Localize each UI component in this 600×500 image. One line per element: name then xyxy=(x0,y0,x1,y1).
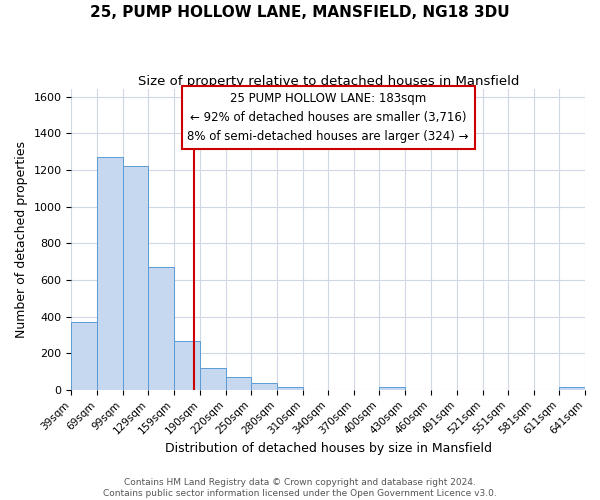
Text: Contains HM Land Registry data © Crown copyright and database right 2024.
Contai: Contains HM Land Registry data © Crown c… xyxy=(103,478,497,498)
Bar xyxy=(200,368,226,390)
Bar xyxy=(559,387,585,390)
Text: 25, PUMP HOLLOW LANE, MANSFIELD, NG18 3DU: 25, PUMP HOLLOW LANE, MANSFIELD, NG18 3D… xyxy=(90,5,510,20)
Bar xyxy=(174,342,200,390)
Bar xyxy=(379,387,405,390)
Bar xyxy=(71,322,97,390)
Bar xyxy=(277,387,302,390)
X-axis label: Distribution of detached houses by size in Mansfield: Distribution of detached houses by size … xyxy=(165,442,492,455)
Bar xyxy=(226,377,251,390)
Text: 25 PUMP HOLLOW LANE: 183sqm
← 92% of detached houses are smaller (3,716)
8% of s: 25 PUMP HOLLOW LANE: 183sqm ← 92% of det… xyxy=(187,92,469,143)
Bar xyxy=(148,267,174,390)
Title: Size of property relative to detached houses in Mansfield: Size of property relative to detached ho… xyxy=(137,75,519,88)
Y-axis label: Number of detached properties: Number of detached properties xyxy=(15,141,28,338)
Bar xyxy=(251,384,277,390)
Bar xyxy=(97,157,122,390)
Bar xyxy=(122,166,148,390)
